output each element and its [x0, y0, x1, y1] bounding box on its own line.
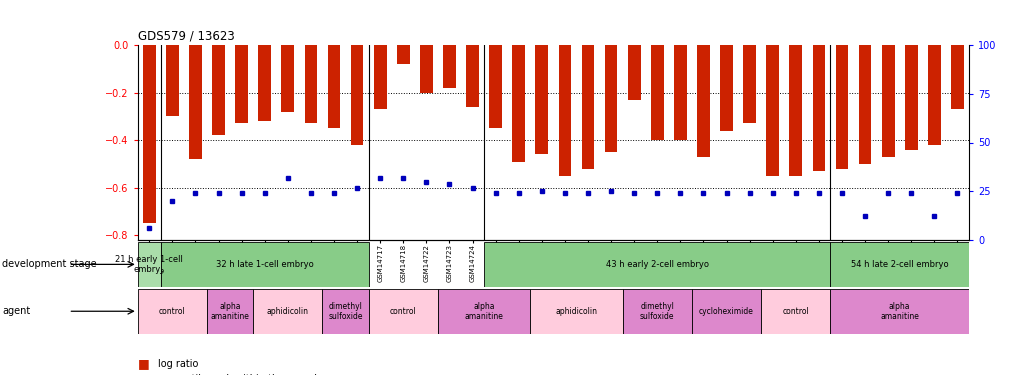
Bar [373, 45, 386, 109]
Bar [622, 289, 691, 334]
Bar [212, 45, 224, 135]
Bar [530, 289, 622, 334]
Bar [691, 289, 760, 334]
Bar [858, 45, 870, 164]
Bar [484, 242, 829, 287]
Text: 54 h late 2-cell embryo: 54 h late 2-cell embryo [850, 260, 948, 269]
Bar [789, 45, 801, 176]
Bar [628, 45, 640, 100]
Bar [829, 289, 968, 334]
Text: cycloheximide: cycloheximide [698, 307, 753, 316]
Bar [368, 289, 437, 334]
Bar [235, 45, 248, 123]
Bar [189, 45, 202, 159]
Text: development stage: development stage [2, 260, 97, 269]
Bar [950, 45, 963, 109]
Text: aphidicolin: aphidicolin [555, 307, 597, 316]
Bar [835, 45, 848, 169]
Bar [881, 45, 894, 157]
Text: 43 h early 2-cell embryo: 43 h early 2-cell embryo [605, 260, 708, 269]
Bar [512, 45, 525, 162]
Bar [442, 45, 455, 88]
Bar [138, 242, 161, 287]
Bar [161, 242, 368, 287]
Text: control: control [159, 307, 185, 316]
Bar [396, 45, 410, 64]
Text: GDS579 / 13623: GDS579 / 13623 [138, 30, 234, 42]
Bar [322, 289, 368, 334]
Bar [535, 45, 547, 154]
Text: control: control [782, 307, 808, 316]
Bar [719, 45, 733, 130]
Bar [604, 45, 616, 152]
Text: ■: ■ [138, 357, 150, 370]
Bar [351, 45, 363, 145]
Bar [904, 45, 917, 150]
Text: control: control [389, 307, 416, 316]
Bar [743, 45, 755, 123]
Text: aphidicolin: aphidicolin [267, 307, 309, 316]
Bar [760, 289, 829, 334]
Bar [420, 45, 432, 93]
Bar [327, 45, 340, 128]
Bar [812, 45, 824, 171]
Text: alpha
amanitine: alpha amanitine [465, 302, 503, 321]
Bar [650, 45, 663, 140]
Text: dimethyl
sulfoxide: dimethyl sulfoxide [639, 302, 674, 321]
Bar [674, 45, 686, 140]
Bar [581, 45, 594, 169]
Bar [829, 242, 968, 287]
Bar [207, 289, 253, 334]
Bar [258, 45, 271, 121]
Text: 32 h late 1-cell embryo: 32 h late 1-cell embryo [216, 260, 313, 269]
Bar [305, 45, 317, 123]
Bar [489, 45, 501, 128]
Bar [558, 45, 571, 176]
Bar [466, 45, 478, 107]
Bar [138, 289, 207, 334]
Text: 21 h early 1-cell
embryو: 21 h early 1-cell embryو [115, 255, 183, 274]
Bar [765, 45, 779, 176]
Text: alpha
amanitine: alpha amanitine [879, 302, 918, 321]
Bar [927, 45, 940, 145]
Text: alpha
amanitine: alpha amanitine [210, 302, 250, 321]
Bar [281, 45, 293, 112]
Bar [696, 45, 709, 157]
Bar [253, 289, 322, 334]
Text: ■: ■ [138, 372, 150, 375]
Bar [143, 45, 156, 224]
Text: log ratio: log ratio [158, 359, 199, 369]
Bar [166, 45, 178, 116]
Text: percentile rank within the sample: percentile rank within the sample [158, 374, 323, 375]
Bar [437, 289, 530, 334]
Text: dimethyl
sulfoxide: dimethyl sulfoxide [328, 302, 363, 321]
Text: agent: agent [2, 306, 31, 316]
